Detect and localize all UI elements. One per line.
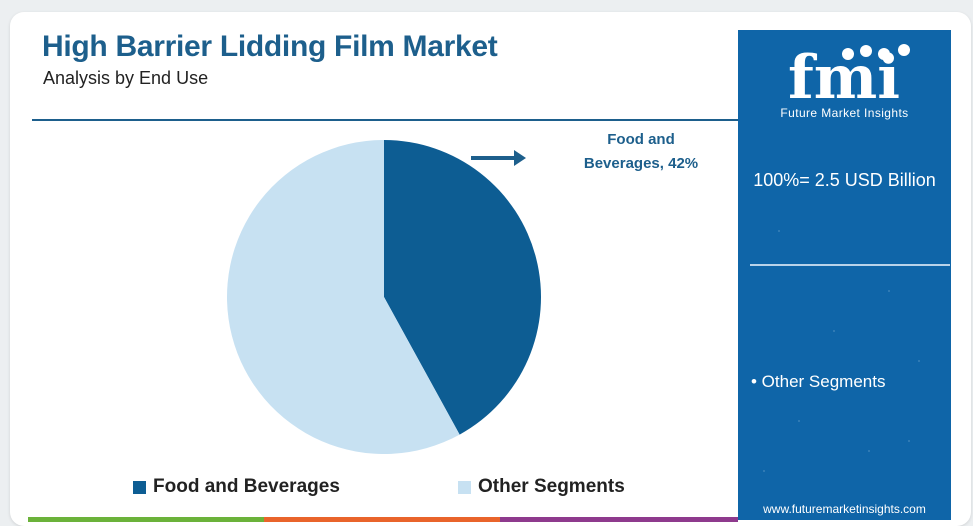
header-divider: [32, 119, 738, 121]
callout-arrow: [471, 150, 526, 166]
pie-data-label-line2: Beverages, 42%: [583, 155, 699, 172]
legend-item-other-segments: Other Segments: [458, 476, 625, 498]
logo-tagline: Future Market Insights: [780, 106, 909, 120]
side-panel: fmi Future Market Insights 100%= 2.5 USD…: [738, 30, 951, 520]
footer-bar-orange: [264, 517, 500, 522]
pie-data-label: Food and Beverages, 42%: [566, 128, 716, 176]
fmi-logo: fmi Future Market Insights: [738, 36, 951, 132]
pie-slice-other-segments: [226, 140, 460, 454]
legend-label: Other Segments: [478, 476, 625, 497]
legend-swatch: [133, 480, 146, 494]
pie-data-label-line1: Food and: [607, 131, 675, 148]
fmi-logo-mark: fmi: [788, 43, 910, 113]
legend-swatch: [458, 480, 471, 494]
logo-dot-icon: [898, 44, 910, 56]
footer-bar-green: [28, 517, 264, 522]
chart-title: High Barrier Lidding Film Market: [42, 30, 498, 63]
pie-slice-food-and-beverages: [384, 140, 541, 435]
legend-label: Food and Beverages: [153, 476, 340, 497]
logo-dot-icon: [860, 45, 872, 57]
website-url[interactable]: www.futuremarketinsights.com: [763, 502, 926, 516]
logo-dot-icon: [878, 48, 890, 60]
side-divider: [750, 264, 950, 266]
pie-chart: [226, 140, 541, 454]
footer-bar-purple: [500, 517, 738, 522]
market-total: 100%= 2.5 USD Billion: [753, 170, 936, 190]
chart-card: High Barrier Lidding Film Market Analysi…: [10, 12, 971, 526]
logo-dot-icon: [842, 48, 854, 60]
chart-subtitle: Analysis by End Use: [43, 68, 209, 88]
legend-item-food-and-beverages: Food and Beverages: [133, 476, 340, 498]
side-segment-item: • Other Segments: [751, 372, 886, 391]
